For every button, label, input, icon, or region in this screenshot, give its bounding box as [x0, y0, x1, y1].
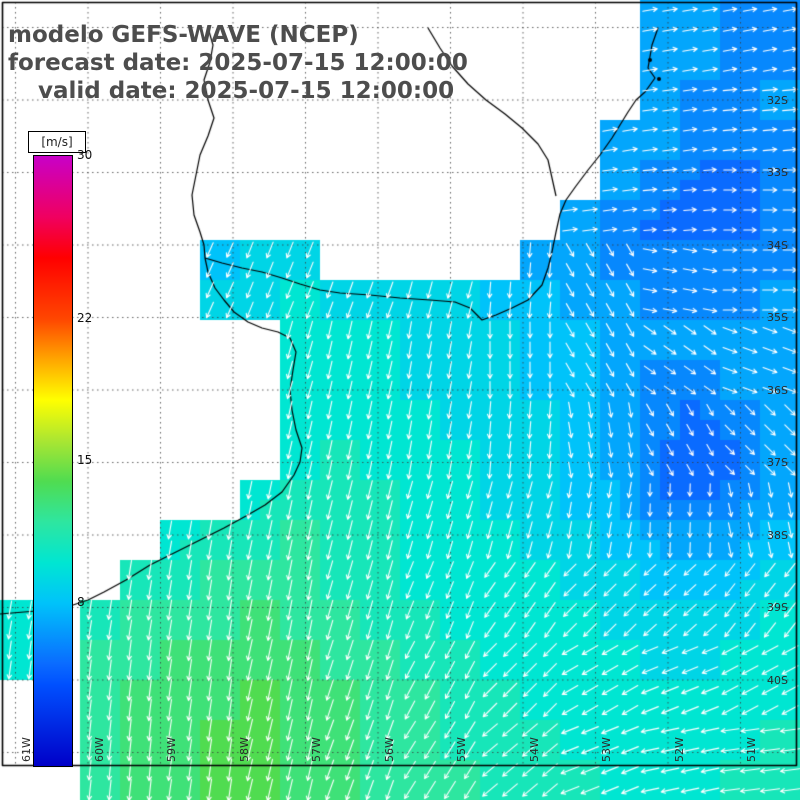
lat-label: 34S	[767, 239, 788, 252]
lon-label: 60W	[93, 737, 106, 762]
colorbar-tick-value: 30	[77, 148, 93, 162]
colorbar-unit-label: [m/s]	[28, 131, 86, 153]
colorbar-tick-value: 8	[77, 595, 85, 610]
lat-label: 38S	[767, 529, 788, 542]
lat-label: 37S	[767, 456, 788, 469]
lat-label: 35S	[767, 311, 788, 324]
lon-label: 53W	[600, 737, 613, 762]
lon-label: 59W	[165, 737, 178, 762]
lat-label: 33S	[767, 166, 788, 179]
valid-date-line: valid date: 2025-07-15 12:00:00	[38, 78, 455, 104]
lon-label: 54W	[528, 737, 541, 762]
colorbar-tick-value: 22	[77, 310, 93, 325]
model-title: modelo GEFS-WAVE (NCEP)	[8, 22, 359, 48]
lon-label: 57W	[310, 737, 323, 762]
lon-label: 58W	[238, 737, 251, 762]
lon-label: 52W	[673, 737, 686, 762]
lon-label: 55W	[455, 737, 468, 762]
colorbar-gradient	[33, 155, 73, 767]
lat-label: 36S	[767, 384, 788, 397]
lat-label: 39S	[767, 601, 788, 614]
lon-label: 61W	[20, 737, 33, 762]
lon-label: 51W	[745, 737, 758, 762]
forecast-date-line: forecast date: 2025-07-15 12:00:00	[8, 50, 468, 76]
colorbar-tick-value: 15	[77, 453, 93, 467]
lat-label: 32S	[767, 94, 788, 107]
lon-label: 56W	[383, 737, 396, 762]
lat-label: 40S	[767, 674, 788, 687]
